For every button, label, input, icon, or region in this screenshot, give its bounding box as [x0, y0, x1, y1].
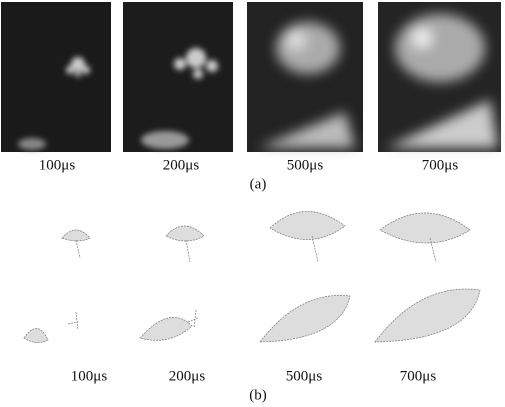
time-label: 200μs [169, 368, 206, 384]
time-label: 500μs [286, 368, 323, 384]
figure: 100μs 200μs 500μs 700μs (a) 100μs 200μs … [0, 0, 505, 407]
caption: (b) [249, 387, 267, 403]
time-label: 100μs [39, 157, 76, 173]
time-label: 700μs [422, 157, 459, 173]
photo-panel [1, 2, 111, 152]
photo-panel [378, 2, 501, 152]
time-label: 200μs [163, 157, 200, 173]
time-label: 500μs [287, 157, 324, 173]
photo-panel [247, 2, 363, 152]
caption: (a) [250, 176, 267, 192]
simulation-drawing [24, 211, 480, 342]
time-label: 100μs [71, 368, 108, 384]
time-label: 700μs [400, 368, 437, 384]
photo-panel [123, 2, 233, 152]
